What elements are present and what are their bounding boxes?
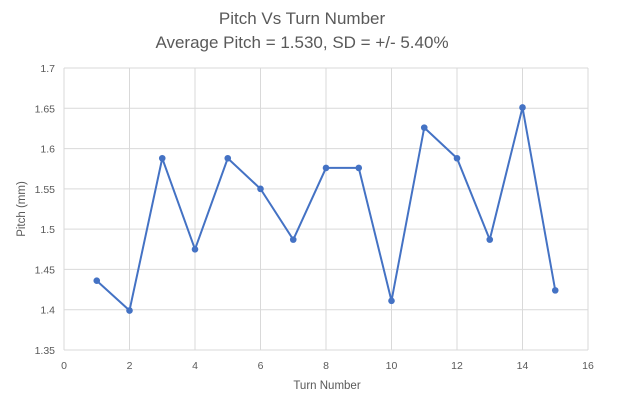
x-tick-label: 6 <box>258 360 264 372</box>
x-tick-label: 10 <box>386 360 398 372</box>
y-tick-label: 1.6 <box>40 144 55 156</box>
x-tick-label: 8 <box>323 360 329 372</box>
data-point <box>126 307 133 314</box>
y-tick-label: 1.4 <box>40 305 55 317</box>
data-point <box>257 185 264 193</box>
chart-title: Pitch Vs Turn Number <box>219 9 386 28</box>
data-point <box>486 236 494 243</box>
y-tick-label: 1.65 <box>35 103 56 115</box>
y-tick-label: 1.55 <box>35 184 56 196</box>
x-axis-ticks: 0 2 4 6 8 10 12 14 16 <box>61 360 594 372</box>
x-axis-label: Turn Number <box>293 380 360 392</box>
data-point <box>191 245 199 253</box>
data-point <box>158 154 166 162</box>
y-tick-label: 1.45 <box>35 264 56 276</box>
chart-subtitle: Average Pitch = 1.530, SD = +/- 5.40% <box>155 33 448 52</box>
y-tick-label: 1.5 <box>40 224 55 236</box>
x-tick-label: 4 <box>192 360 198 372</box>
y-axis-label: Pitch (mm) <box>16 181 28 237</box>
gridlines <box>63 67 589 351</box>
y-axis-ticks: 1.35 1.4 1.45 1.5 1.55 1.6 1.65 1.7 <box>35 63 56 357</box>
data-point <box>453 154 461 162</box>
x-tick-label: 14 <box>517 360 529 372</box>
data-point <box>93 277 101 285</box>
x-tick-label: 0 <box>61 360 67 372</box>
data-point <box>289 236 297 243</box>
data-point <box>322 164 330 172</box>
data-point <box>519 104 526 111</box>
x-tick-label: 12 <box>451 360 463 372</box>
data-point <box>388 297 395 305</box>
x-tick-label: 16 <box>582 360 594 372</box>
data-point <box>420 124 428 131</box>
y-tick-label: 1.7 <box>40 63 55 75</box>
data-point <box>224 154 232 162</box>
data-point <box>355 164 363 172</box>
y-tick-label: 1.35 <box>35 345 56 357</box>
data-point <box>551 287 559 294</box>
x-tick-label: 2 <box>127 360 133 372</box>
data-series <box>93 104 559 314</box>
